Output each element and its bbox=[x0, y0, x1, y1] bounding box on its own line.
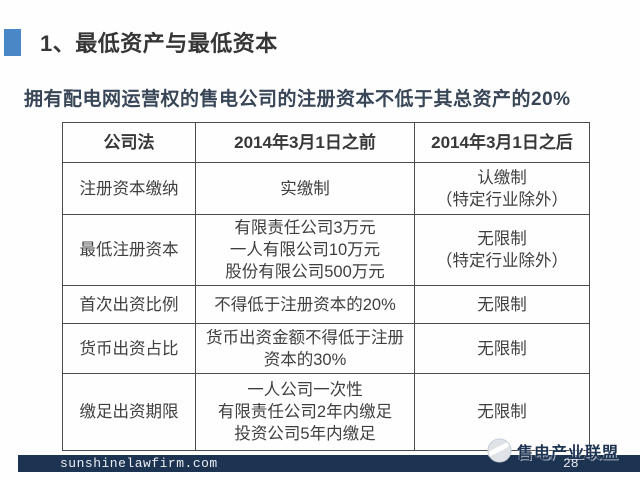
row-label: 缴足出资期限 bbox=[62, 373, 196, 451]
table-header-row: 公司法 2014年3月1日之前 2014年3月1日之后 bbox=[62, 122, 590, 163]
table-row: 货币出资占比 货币出资金额不得低于注册资本的30% 无限制 bbox=[62, 323, 590, 374]
cell-before: 不得低于注册资本的20% bbox=[195, 285, 415, 324]
cell-before: 实缴制 bbox=[195, 162, 415, 215]
slide-subtitle: 拥有配电网运营权的售电公司的注册资本不低于其总资产的20% bbox=[24, 89, 571, 110]
header-before-2014: 2014年3月1日之前 bbox=[195, 122, 415, 163]
row-label: 注册资本缴纳 bbox=[62, 162, 196, 215]
cell-after: 无限制 bbox=[414, 285, 590, 324]
cell-after: 无限制 （特定行业除外） bbox=[414, 214, 590, 286]
header-company-law: 公司法 bbox=[62, 122, 196, 163]
cell-after: 无限制 bbox=[414, 373, 590, 451]
row-label: 最低注册资本 bbox=[62, 214, 196, 286]
header-after-2014: 2014年3月1日之后 bbox=[414, 122, 590, 163]
alliance-globe-icon bbox=[486, 437, 513, 464]
alliance-logo: 售电产业联盟 bbox=[486, 437, 619, 464]
footer-bar: sunshinelawfirm.com 28 bbox=[18, 455, 640, 472]
title-accent-square bbox=[4, 29, 21, 56]
cell-before: 货币出资金额不得低于注册资本的30% bbox=[195, 323, 415, 374]
table-row: 首次出资比例 不得低于注册资本的20% 无限制 bbox=[62, 285, 590, 324]
row-label: 首次出资比例 bbox=[62, 285, 196, 324]
table-row: 注册资本缴纳 实缴制 认缴制 （特定行业除外） bbox=[62, 162, 590, 215]
page-title: 1、最低资产与最低资本 bbox=[40, 31, 278, 56]
cell-after: 无限制 bbox=[414, 323, 590, 374]
table-row: 最低注册资本 有限责任公司3万元 一人有限公司10万元 股份有限公司500万元 … bbox=[62, 214, 590, 286]
row-label: 货币出资占比 bbox=[62, 323, 196, 374]
cell-before: 一人公司一次性 有限责任公司2年内缴足 投资公司5年内缴足 bbox=[195, 373, 415, 451]
cell-after: 认缴制 （特定行业除外） bbox=[414, 162, 590, 215]
footer-website-text: sunshinelawfirm.com bbox=[60, 456, 218, 471]
alliance-logo-text: 售电产业联盟 bbox=[517, 444, 620, 462]
company-law-comparison-table: 公司法 2014年3月1日之前 2014年3月1日之后 注册资本缴纳 实缴制 认… bbox=[62, 122, 590, 451]
page-number: 28 bbox=[563, 456, 579, 471]
cell-before: 有限责任公司3万元 一人有限公司10万元 股份有限公司500万元 bbox=[195, 214, 415, 286]
table-row: 缴足出资期限 一人公司一次性 有限责任公司2年内缴足 投资公司5年内缴足 无限制 bbox=[62, 373, 590, 451]
